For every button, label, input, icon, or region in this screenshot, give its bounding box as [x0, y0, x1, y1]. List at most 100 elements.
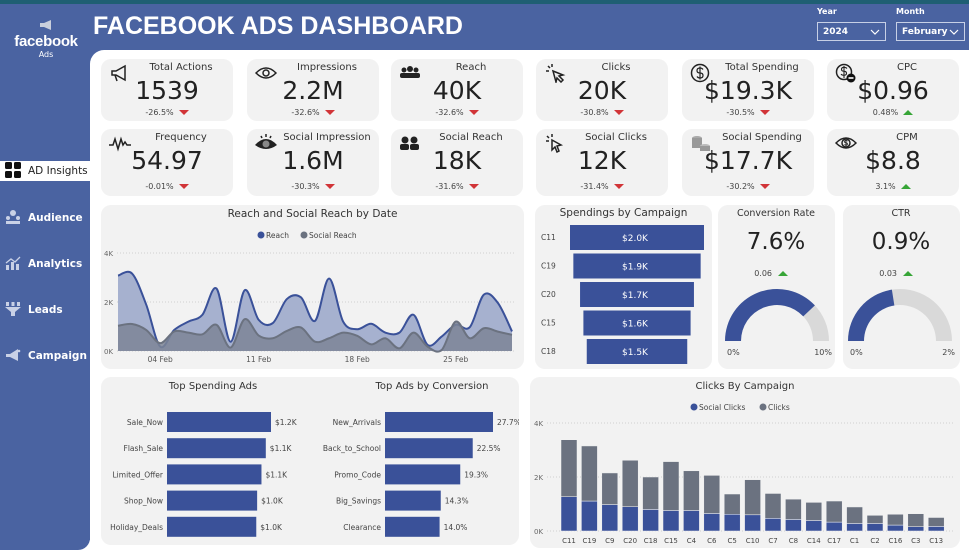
- funnel-bar: [580, 282, 694, 307]
- kpi-label: CPC: [897, 62, 917, 73]
- sidebar-item-ad-insights[interactable]: AD Insights: [0, 161, 90, 181]
- megaphone-icon: [40, 20, 51, 30]
- x-tick-label: C8: [789, 537, 798, 545]
- funnel-bar: [586, 339, 688, 364]
- chart-title: Clicks By Campaign: [696, 381, 795, 392]
- legend-swatch: [690, 403, 698, 411]
- year-dropdown[interactable]: 2024: [817, 22, 886, 41]
- chevron-down-icon: [870, 29, 880, 35]
- x-tick-label: C18: [644, 537, 658, 545]
- sidebar-item-campaign[interactable]: Campaign: [0, 346, 90, 366]
- trend-down-icon: [468, 184, 479, 189]
- category-label: Holiday_Deals: [110, 523, 163, 532]
- category-label: Big_Savings: [336, 497, 381, 506]
- trend-up-icon: [903, 110, 914, 115]
- ctr-gauge: CTR 0.9% 0.03 0% 2%: [848, 208, 955, 357]
- dropdown-value: February: [902, 26, 948, 37]
- trend-down-icon: [178, 184, 189, 189]
- chart-title: Reach and Social Reach by Date: [227, 208, 398, 220]
- bar-clicks: [846, 506, 863, 524]
- eye-dollar-icon: [835, 137, 857, 149]
- x-tick-label: C4: [687, 537, 697, 545]
- conversion-gauge: Conversion Rate 7.6% 0.06 0% 10%: [725, 208, 832, 357]
- bar-clicks: [764, 493, 782, 519]
- trend-down-icon: [613, 184, 624, 189]
- y-tick-label: 2K: [534, 474, 543, 482]
- x-tick-label: C15: [664, 537, 678, 545]
- kpi-label: Total Spending: [725, 62, 799, 73]
- bar: [167, 412, 271, 432]
- funnel-bar: [570, 225, 704, 250]
- bar-social-clicks: [662, 510, 680, 532]
- kpi-value: 12K: [577, 146, 627, 175]
- ctr-card: CTR 0.9% 0.03 0% 2%: [843, 205, 960, 369]
- kpi-value: 40K: [432, 76, 482, 105]
- kpi-label: Frequency: [155, 132, 207, 143]
- kpi-card-social-reach: Social Reach 18K -31.6%: [391, 129, 523, 196]
- kpi-change: -31.4%: [580, 182, 609, 191]
- data-label: $1.5K: [622, 348, 649, 358]
- category-label: C11: [541, 233, 556, 242]
- trend-down-icon: [468, 110, 479, 115]
- x-tick-label: C2: [870, 537, 879, 545]
- bar-clicks: [601, 472, 619, 505]
- x-tick-label: C19: [583, 537, 597, 545]
- bar-clicks: [662, 461, 680, 511]
- dropdown-value: 2024: [823, 26, 849, 37]
- data-label: 22.5%: [477, 444, 501, 453]
- x-tick-label: C20: [623, 537, 637, 545]
- logo-text: facebook: [14, 33, 78, 50]
- sidebar-item-audience[interactable]: Audience: [0, 208, 90, 228]
- sidebar-item-label: Analytics: [28, 258, 83, 270]
- trend-up-icon: [903, 271, 913, 276]
- data-label: $1.9K: [622, 263, 649, 273]
- trend-down-icon: [759, 110, 770, 115]
- y-tick-label: 0K: [104, 348, 113, 356]
- bar-clicks: [805, 502, 823, 521]
- data-label: $2.0K: [622, 234, 649, 244]
- bar-clicks: [744, 479, 761, 516]
- bar: [385, 464, 461, 485]
- kpi-value: 20K: [577, 76, 627, 105]
- filter-label: Month: [896, 7, 925, 16]
- month-dropdown[interactable]: February: [896, 22, 965, 41]
- bar-social-clicks: [866, 523, 884, 532]
- group-icon: [400, 66, 420, 78]
- gauge-value: 0.9%: [872, 229, 930, 255]
- kpi-label: CPM: [896, 132, 918, 143]
- sidebar-item-label: Leads: [28, 304, 63, 316]
- chart-title: Top Spending Ads: [168, 381, 257, 392]
- legend-label: Social Reach: [309, 231, 357, 240]
- kpi-change: -30.3%: [291, 182, 320, 191]
- x-tick-label: C1: [850, 537, 859, 545]
- trend-down-icon: [759, 184, 770, 189]
- kpi-card-total-actions: Total Actions 1539 -26.5%: [101, 59, 233, 121]
- sidebar-item-analytics[interactable]: Analytics: [0, 254, 90, 274]
- top-ads-card: Top Spending Ads Sale_Now $1.2K Flash_Sale $…: [101, 377, 519, 545]
- y-tick-label: 0K: [534, 528, 543, 536]
- x-tick-label: C17: [827, 537, 841, 545]
- category-label: C19: [541, 262, 556, 271]
- bar: [385, 490, 441, 511]
- data-label: 14.0%: [444, 523, 468, 532]
- top-ads-bar-charts: Top Spending Ads Sale_Now $1.2K Flash_Sale $…: [110, 381, 519, 537]
- kpi-change: -31.6%: [435, 182, 464, 191]
- dollar-minus-icon: [835, 63, 856, 83]
- gauge-target-change: 0.06: [754, 269, 772, 278]
- gauge-value: 7.6%: [747, 229, 805, 255]
- funnel-icon: [4, 301, 22, 320]
- kpi-value: $19.3K: [704, 76, 792, 105]
- category-label: C18: [541, 347, 556, 356]
- bar-clicks: [866, 515, 884, 524]
- pointer-click-icon: [546, 134, 564, 153]
- y-tick-label: 2K: [104, 299, 113, 307]
- gauge-max-label: 2%: [942, 348, 955, 357]
- page-title: FACEBOOK ADS DASHBOARD: [93, 12, 463, 40]
- kpi-value: 2.2M: [282, 76, 344, 105]
- bar-social-clicks: [744, 514, 761, 532]
- x-tick-label: 18 Feb: [345, 355, 370, 364]
- trend-up-icon: [778, 271, 788, 276]
- bar-social-clicks: [601, 504, 619, 532]
- sidebar-item-leads[interactable]: Leads: [0, 300, 90, 320]
- bar-social-clicks: [927, 526, 945, 532]
